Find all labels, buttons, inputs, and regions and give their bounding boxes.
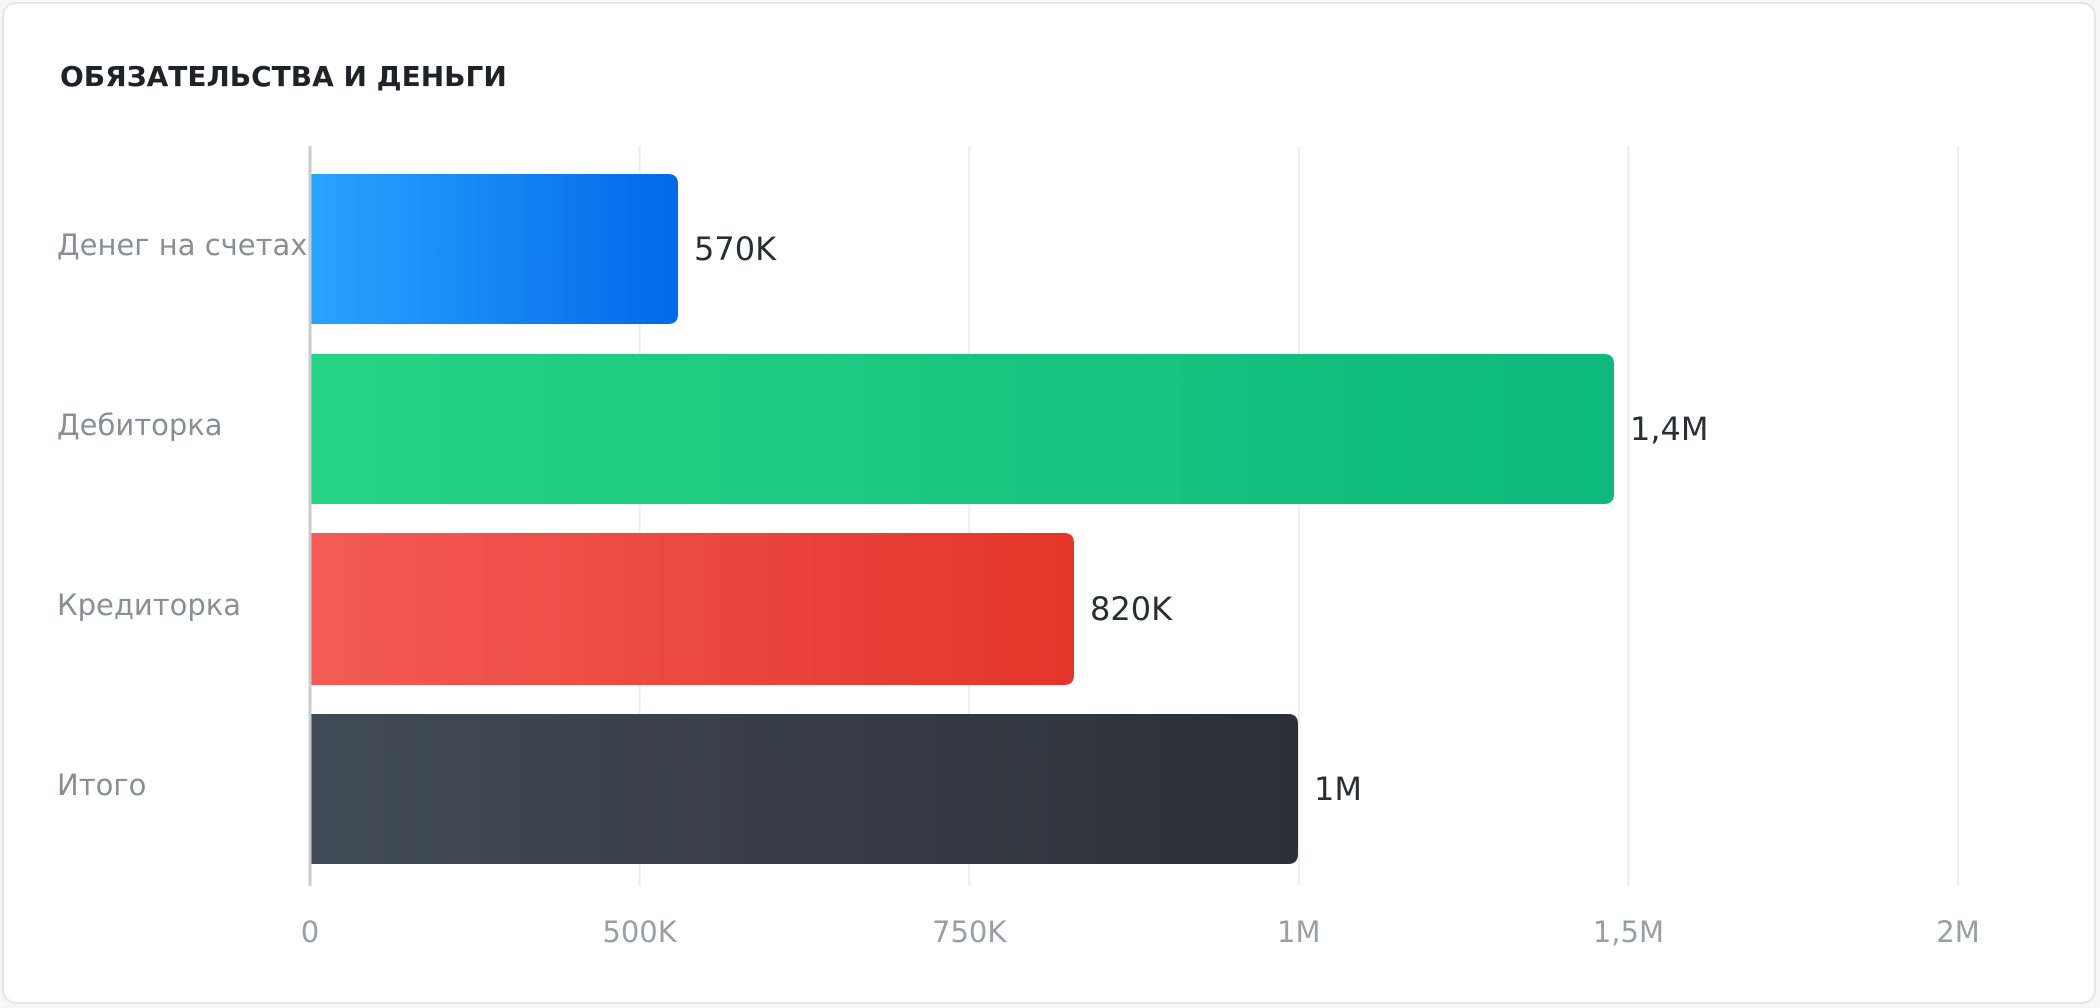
bar-3[interactable] [310,714,1298,864]
card-title: ОБЯЗАТЕЛЬСТВА И ДЕНЬГИ [60,60,507,93]
x-tick-label: 1M [1277,915,1320,949]
bar-2[interactable] [310,533,1074,685]
labels: Денег на счетах 570K Дебиторка 1,4M Кредитор… [57,228,1709,808]
category-label: Итого [57,768,146,802]
category-label: Кредиторка [57,588,241,622]
value-label: 1M [1314,770,1362,808]
bars [310,174,1614,864]
value-label: 820K [1090,590,1173,628]
value-label: 570K [694,230,777,268]
x-tick-label: 500K [602,915,677,949]
bar-0[interactable] [310,174,678,324]
category-label: Дебиторка [57,408,223,442]
x-tick-label: 0 [301,915,319,949]
x-tick-label: 1,5M [1593,915,1664,949]
value-label: 1,4M [1630,410,1709,448]
x-axis-ticks: 0 500K 750K 1M 1,5M 2M [301,146,1980,949]
x-tick-label: 2M [1936,915,1979,949]
x-tick-label: 750K [932,915,1007,949]
category-label: Денег на счетах [57,228,307,262]
bar-1[interactable] [310,354,1614,504]
